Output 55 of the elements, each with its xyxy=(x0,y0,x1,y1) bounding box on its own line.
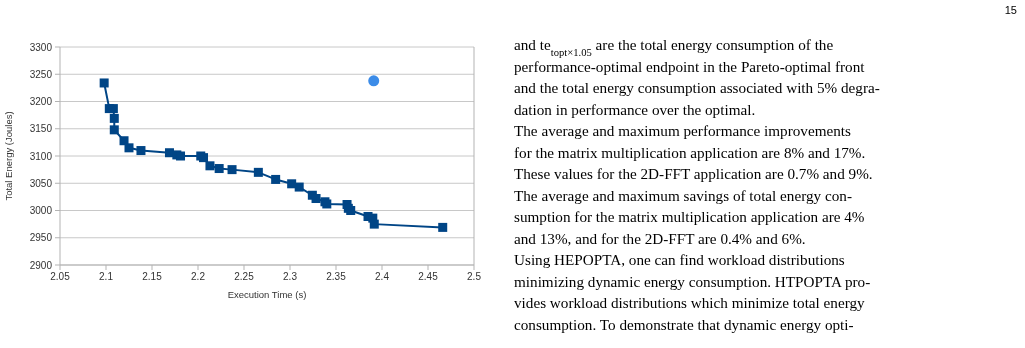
x-tick-label: 2.45 xyxy=(418,271,439,282)
y-tick-label: 2900 xyxy=(29,259,53,271)
point xyxy=(176,151,186,161)
point xyxy=(311,194,321,204)
y-tick-label: 3200 xyxy=(29,96,53,107)
point xyxy=(136,146,146,156)
text: vides workload distributions which minimize total energy xyxy=(514,294,866,311)
text: consumption. To demonstrate that dynamic energy opti- xyxy=(514,315,854,333)
text: These values for the 2D-FFT application are 0.7% and 9%. xyxy=(514,165,873,182)
x-tick-label: 2.2 xyxy=(191,271,206,282)
point xyxy=(368,75,380,87)
y-tick-label: 3050 xyxy=(29,177,53,189)
x-tick-label: 2.35 xyxy=(326,271,347,282)
text: Using HEPOPTA, one can find workload distributions xyxy=(514,251,845,268)
point xyxy=(294,182,304,192)
y-tick-label: 3100 xyxy=(29,150,53,162)
x-tick-label: 2.1 xyxy=(99,271,114,282)
x-tick-label: 2.15 xyxy=(142,271,163,282)
text: The average and maximum savings of total energy con- xyxy=(514,186,852,204)
point xyxy=(438,222,448,232)
y-tick-label: 3000 xyxy=(29,205,53,216)
text: and the total energy consumption associated with 5% degra- xyxy=(514,79,880,96)
text: The average and maximum performance improvements xyxy=(514,122,852,139)
x-tick-label: 2.25 xyxy=(234,271,255,282)
y-tick-label: 3300 xyxy=(29,41,53,53)
point xyxy=(227,165,237,175)
y-tick-label: 2950 xyxy=(29,232,53,244)
text: dation in performance over the optimal. xyxy=(514,100,756,118)
y-tick-label: 3150 xyxy=(29,123,53,135)
text: and 13%, and for the 2D-FFT are 0.4% and 6%. xyxy=(514,229,806,247)
point xyxy=(109,113,119,123)
text: performance-optimal endpoint in the Pareto-optimal front xyxy=(514,57,866,75)
y-tick-label: 3250 xyxy=(29,68,53,80)
x-tick-label: 2.05 xyxy=(50,271,71,282)
point xyxy=(253,167,263,177)
point xyxy=(369,219,379,229)
y-axis-title: Total Energy (Joules) xyxy=(3,111,14,201)
point xyxy=(109,125,119,135)
x-tick-label: 2.3 xyxy=(283,271,298,282)
text: and te$_{topt×1.05}$ are the total energy consumption of the xyxy=(514,36,834,58)
text: for the matrix multiplication application are 8% and 17%. xyxy=(514,143,866,161)
point xyxy=(205,161,215,171)
point xyxy=(108,104,118,114)
x-axis-title: Execution Time (s) xyxy=(227,289,307,300)
x-tick-label: 2.4 xyxy=(375,271,390,282)
point xyxy=(119,136,129,146)
text: 15 xyxy=(1004,4,1017,16)
x-tick-label: 2.5 xyxy=(467,271,482,282)
point xyxy=(287,179,297,189)
point xyxy=(271,174,281,184)
text: sumption for the matrix multiplication application are 4% xyxy=(514,208,865,225)
point xyxy=(124,143,134,153)
point xyxy=(214,164,224,174)
text: minimizing dynamic energy consumption. HTPOPTA pro- xyxy=(514,272,871,290)
point xyxy=(99,78,109,88)
